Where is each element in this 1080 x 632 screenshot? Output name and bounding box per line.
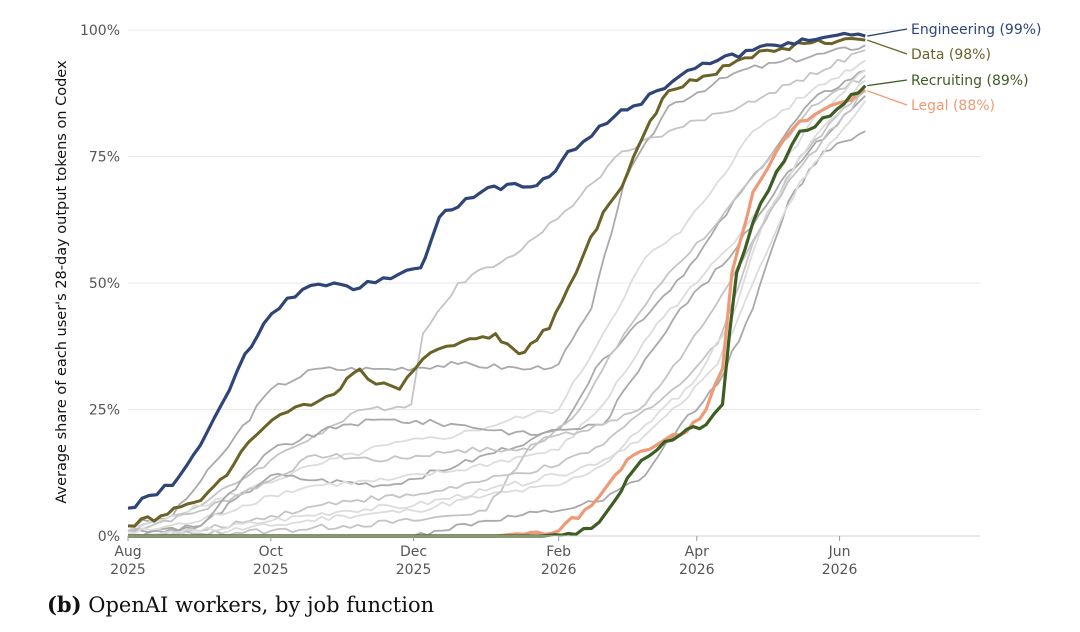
background-series-line — [127, 74, 866, 532]
series-line-legal — [128, 89, 866, 538]
x-tick-label: 2026 — [541, 562, 577, 578]
background-series — [127, 44, 867, 537]
end-label-engineering: Engineering (99%) — [911, 22, 1042, 38]
x-tick-label: Jun — [828, 544, 851, 560]
end-labels: Legal (88%) Recruiting (89%) Data (98%) Eng… — [867, 22, 1042, 114]
y-tick-label: 50% — [89, 276, 120, 292]
gridlines — [128, 29, 980, 537]
caption-text: OpenAI workers, by job function — [88, 593, 435, 617]
background-series-line — [127, 85, 867, 537]
series-line-data — [127, 37, 866, 528]
x-tick-label: 2026 — [822, 562, 858, 578]
x-tick-label: 2025 — [396, 562, 432, 578]
y-tick-label: 25% — [89, 403, 120, 419]
leader-line-legal — [867, 90, 908, 106]
background-series-line — [127, 49, 866, 532]
y-axis-title: Average share of each user's 28-day outp… — [54, 60, 70, 504]
leader-line-engineering — [867, 28, 908, 37]
background-series-line — [127, 79, 866, 537]
axes: 0% 25% 50% 75% 100% Aug 2025 Oct 2025 Dec 2025 Feb 2… — [80, 23, 980, 578]
figure-caption: (b) OpenAI workers, by job function — [47, 592, 434, 617]
y-tick-label: 75% — [89, 150, 120, 166]
x-tick-label: Apr — [685, 544, 709, 560]
x-tick-label: Dec — [400, 544, 427, 560]
x-tick-label: 2025 — [253, 562, 289, 578]
end-label-data: Data (98%) — [911, 47, 991, 63]
background-series-line — [127, 100, 867, 537]
background-series-line — [127, 90, 866, 537]
x-tick-label: 2025 — [110, 562, 146, 578]
leader-line-data — [867, 39, 908, 55]
x-tick-label: Oct — [259, 544, 284, 560]
y-tick-label: 100% — [80, 23, 120, 39]
series-line-engineering — [127, 31, 866, 510]
leader-line-recruiting — [867, 79, 908, 87]
end-label-recruiting: Recruiting (89%) — [911, 73, 1029, 89]
end-label-legal: Legal (88%) — [911, 98, 995, 114]
x-tick-label: Aug — [114, 544, 141, 560]
x-tick-label: Feb — [546, 544, 571, 560]
y-tick-label: 0% — [98, 529, 120, 545]
background-series-line — [127, 59, 866, 532]
line-chart: 0% 25% 50% 75% 100% Aug 2025 Oct 2025 Dec 2025 Feb 2… — [54, 22, 1042, 578]
caption-prefix: (b) — [47, 592, 82, 617]
background-series-line — [127, 95, 866, 537]
series-line-recruiting — [128, 84, 867, 538]
highlighted-series — [127, 31, 867, 538]
background-series-line — [128, 44, 866, 527]
x-tick-label: 2026 — [679, 562, 715, 578]
